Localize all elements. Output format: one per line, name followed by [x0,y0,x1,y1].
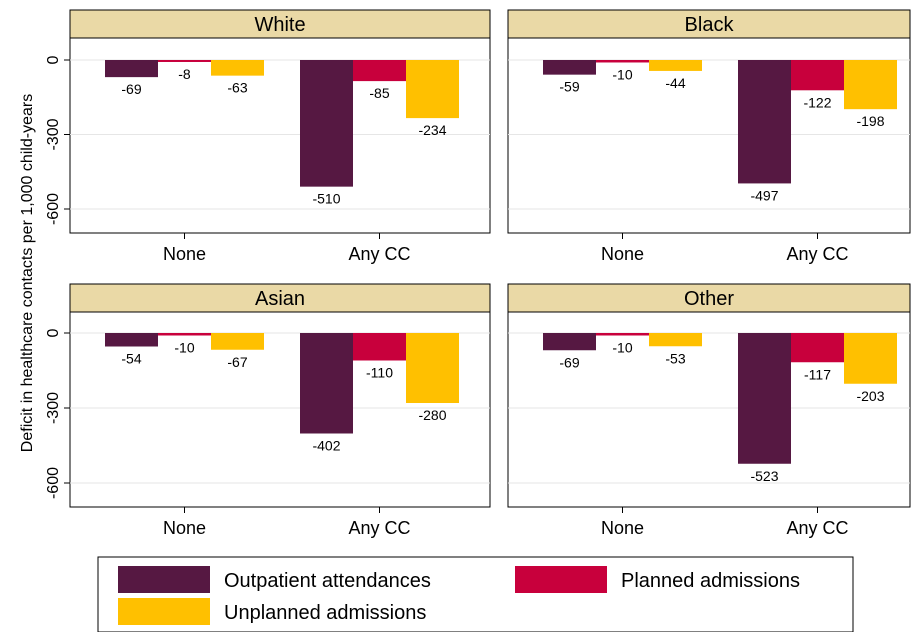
legend-label: Planned admissions [621,570,800,592]
bar [211,333,264,350]
y-tick-label: -600 [45,193,62,225]
data-label: -10 [612,66,632,82]
bar [649,60,702,71]
data-label: -54 [121,351,141,367]
data-label: -122 [803,94,831,110]
data-label: -44 [665,75,685,91]
x-tick-label: None [601,518,644,538]
data-label: -59 [559,79,579,95]
y-tick-label: 0 [45,55,62,64]
panel-header [69,283,491,313]
bar [596,333,649,336]
bar [649,333,702,347]
x-tick-label: None [163,244,206,264]
y-tick-label: -300 [45,392,62,424]
legend-swatch [515,566,607,593]
panel-title: Other [684,288,734,310]
y-tick-label: 0 [45,328,62,337]
legend-swatch [118,598,210,625]
panel-header [507,9,911,39]
data-label: -110 [366,365,393,381]
data-label: -523 [750,468,778,484]
x-tick-label: None [601,244,644,264]
data-label: -203 [856,388,884,404]
panel-title: Black [685,14,735,36]
x-tick-label: None [163,518,206,538]
data-label: -53 [665,350,685,366]
data-label: -510 [312,191,340,207]
bar [406,333,459,403]
legend-swatch [118,566,210,593]
data-label: -8 [178,66,191,82]
bar [211,60,264,76]
x-tick-label: Any CC [348,244,410,264]
bar [300,60,353,187]
data-label: -280 [418,407,446,423]
data-label: -85 [369,85,389,101]
panel-title: White [254,14,305,36]
data-label: -63 [227,80,247,96]
y-axis-title: Deficit in healthcare contacts per 1,000… [19,94,36,452]
bar [844,333,897,384]
bar [105,333,158,347]
data-label: -402 [312,438,340,454]
bar [158,333,211,336]
bar [791,60,844,91]
bar [353,333,406,361]
x-tick-label: Any CC [786,244,848,264]
bar [353,60,406,82]
data-label: -117 [804,366,831,382]
bar [738,60,791,184]
bar [596,60,649,63]
legend-label: Unplanned admissions [224,602,426,624]
y-tick-label: -300 [45,118,62,150]
panel-header [69,9,491,39]
bar [300,333,353,434]
data-label: -234 [418,122,446,138]
data-label: -69 [559,354,579,370]
bar [844,60,897,110]
bar [158,60,211,62]
bar [543,333,596,351]
panel-header [507,283,911,313]
bar [791,333,844,363]
data-label: -198 [856,113,884,129]
bar [738,333,791,464]
panel-title: Asian [255,288,305,310]
data-label: -497 [750,187,778,203]
x-tick-label: Any CC [786,518,848,538]
bar [543,60,596,75]
bar [406,60,459,119]
legend [97,556,854,633]
data-label: -69 [121,81,141,97]
legend-label: Outpatient attendances [224,570,431,592]
bar [105,60,158,78]
data-label: -67 [227,354,247,370]
data-label: -10 [174,340,194,356]
data-label: -10 [612,340,632,356]
x-tick-label: Any CC [348,518,410,538]
y-tick-label: -600 [45,467,62,499]
